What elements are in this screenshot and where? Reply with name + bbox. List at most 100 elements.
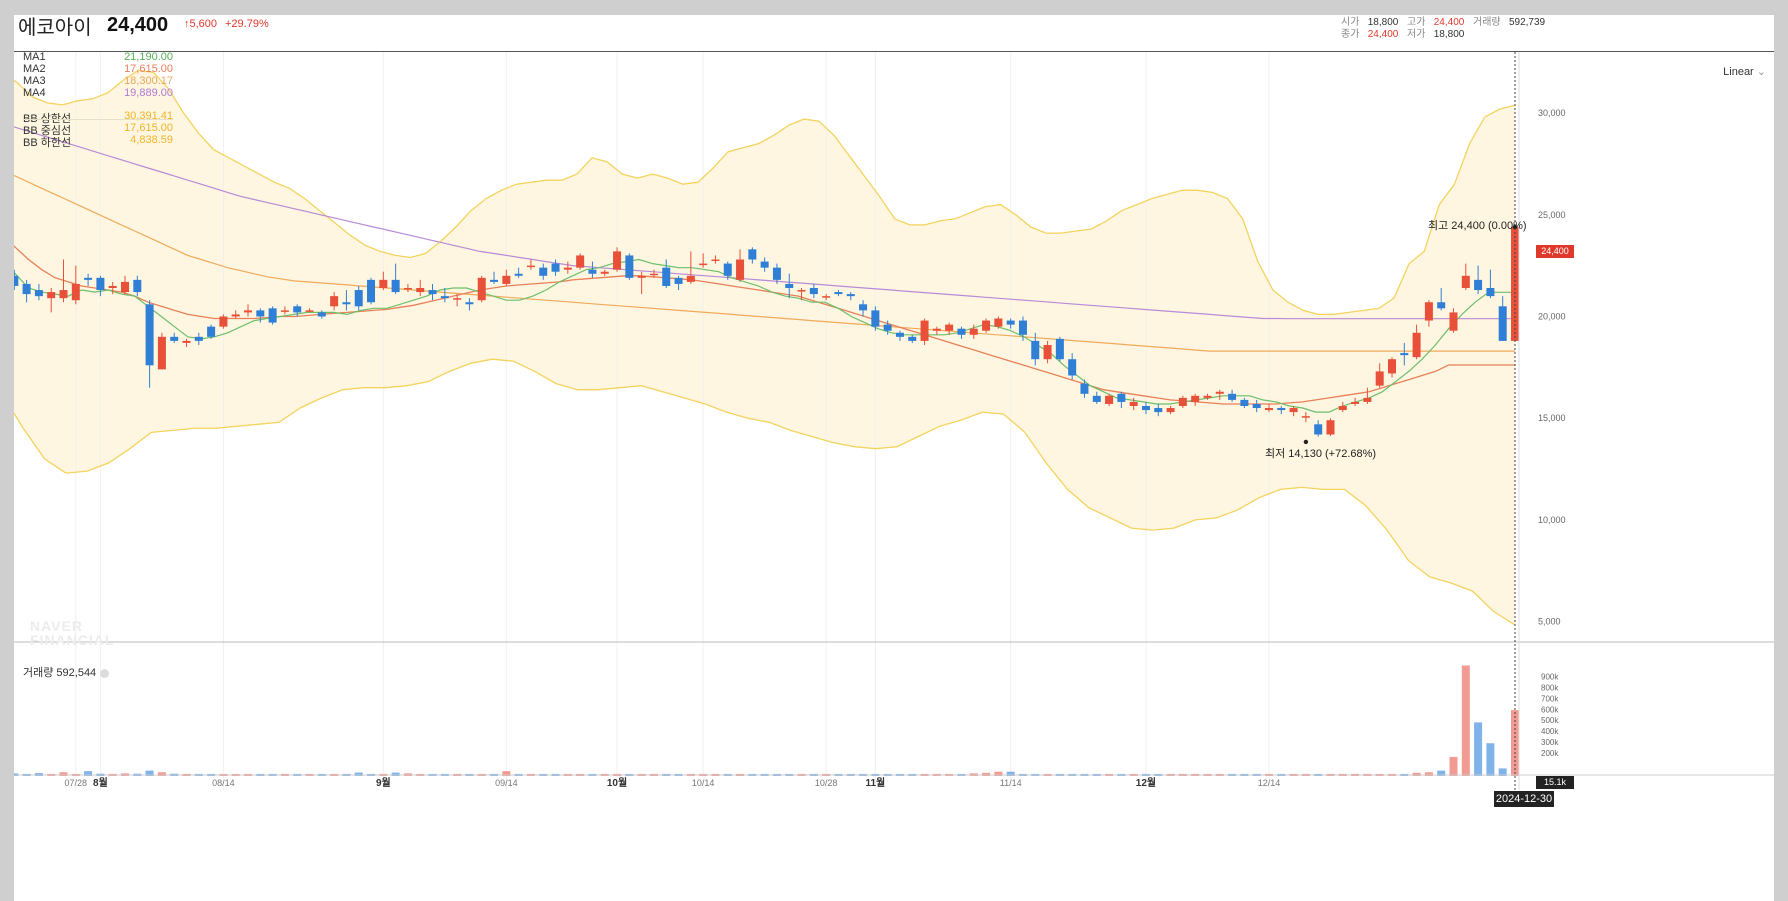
candle-body xyxy=(1154,408,1163,413)
candle-body xyxy=(305,310,314,312)
volume-bar xyxy=(1424,772,1433,776)
candle-body xyxy=(1486,288,1495,297)
x-tick-label: 8월 xyxy=(93,777,108,789)
volume-bar xyxy=(354,772,363,776)
volume-title: 거래량 592,544 xyxy=(23,664,110,680)
watermark-line-1: NAVER xyxy=(30,618,83,634)
legend-label: MA2 xyxy=(23,63,46,75)
candle-body xyxy=(22,283,31,295)
candle-body xyxy=(1264,408,1273,411)
candle-body xyxy=(219,316,228,327)
candle-body xyxy=(1055,338,1064,360)
candle-body xyxy=(1412,332,1421,358)
candle-body xyxy=(723,263,732,276)
candle-body xyxy=(563,267,572,270)
legend-label: MA1 xyxy=(23,51,46,63)
candle-body xyxy=(1474,279,1483,291)
scale-mode-button[interactable]: Linear ⌄ xyxy=(1723,65,1766,78)
ohlc-close-label: 종가 xyxy=(1341,29,1360,40)
legend-row: MA3 18,300.17 xyxy=(23,75,173,89)
candle-body xyxy=(846,294,855,297)
candle-body xyxy=(96,277,105,291)
volume-tick-label: 900k xyxy=(1541,672,1559,681)
legend-value: 4,838.59 xyxy=(130,134,173,146)
candle-body xyxy=(748,249,757,260)
candle-body xyxy=(330,296,339,307)
low-marker xyxy=(1303,439,1309,445)
candle-body xyxy=(170,336,179,341)
candle-body xyxy=(71,283,80,301)
candle-body xyxy=(1511,226,1519,341)
volume-bar xyxy=(982,772,991,776)
candle-body xyxy=(47,292,56,299)
legend-row: BB 중심선 17,615.00 xyxy=(23,122,173,137)
candle-body xyxy=(576,255,585,268)
ma1-line xyxy=(14,258,1515,413)
candle-body xyxy=(785,283,794,288)
candle-body xyxy=(121,281,130,293)
y-tick-label: 10,000 xyxy=(1538,515,1566,525)
candle-body xyxy=(1043,344,1052,360)
ohlc-open-value: 18,800 xyxy=(1367,17,1399,28)
bollinger-band-area xyxy=(14,70,1515,625)
candle-body xyxy=(207,326,216,337)
candle-body xyxy=(1129,401,1138,406)
candle-body xyxy=(1178,397,1187,406)
candle-body xyxy=(772,267,781,280)
y-tick-label: 5,000 xyxy=(1538,617,1561,627)
volume-bar xyxy=(145,770,154,776)
ohlc-close: 종가 24,400 xyxy=(1341,25,1398,40)
ma3-line xyxy=(14,174,1515,352)
candle-body xyxy=(1105,395,1114,404)
legend-label: BB 중심선 xyxy=(23,125,72,137)
volume-bar xyxy=(1511,710,1519,776)
volume-bar xyxy=(1461,665,1470,776)
x-tick-label: 10/14 xyxy=(692,778,715,788)
legend-value: 17,615.00 xyxy=(124,63,173,75)
volume-bar xyxy=(1006,771,1015,776)
candle-body xyxy=(920,320,929,341)
high-marker xyxy=(1512,224,1518,230)
y-tick-label: 15,000 xyxy=(1538,413,1566,423)
candle-body xyxy=(1289,408,1298,413)
candle-body xyxy=(1092,395,1101,402)
candle-body xyxy=(59,290,68,299)
arrow-up-icon: ↑ xyxy=(184,18,190,30)
candle-body xyxy=(994,318,1003,327)
candle-body xyxy=(674,277,683,284)
candle-body xyxy=(686,275,695,282)
candle-body xyxy=(465,302,474,305)
candle-body xyxy=(797,290,806,292)
candle-body xyxy=(428,290,437,295)
volume-bar xyxy=(1498,768,1507,776)
candle-body xyxy=(1117,393,1126,402)
ohlc-open-label: 시가 xyxy=(1341,17,1360,28)
candle-body xyxy=(34,290,43,297)
ohlc-low: 저가 18,800 xyxy=(1407,25,1464,40)
scale-mode-label: Linear xyxy=(1723,66,1754,78)
y-tick-label: 30,000 xyxy=(1538,108,1566,118)
volume-tick-label: 200k xyxy=(1541,749,1559,758)
candle-body xyxy=(526,265,535,268)
candle-body xyxy=(1166,408,1175,413)
ohlc-volume-value: 592,739 xyxy=(1508,17,1546,28)
candle-body xyxy=(551,263,560,272)
legend-value: 17,615.00 xyxy=(124,122,173,134)
x-tick-label: 12/14 xyxy=(1258,778,1281,788)
legend-value: 18,300.17 xyxy=(124,75,173,87)
legend-value: 30,391.41 xyxy=(124,110,173,122)
ma4-line xyxy=(14,126,1515,320)
ohlc-low-value: 18,800 xyxy=(1433,29,1465,40)
candle-body xyxy=(133,279,142,293)
candle-body xyxy=(108,285,117,288)
candle-body xyxy=(699,263,708,266)
settings-icon[interactable] xyxy=(100,668,110,678)
volume-bar xyxy=(1449,756,1458,776)
candle-body xyxy=(982,320,991,331)
price-chart[interactable]: 5,000 10,000 15,000 20,000 25,000 30,000 200k 3… xyxy=(14,15,1774,901)
candle-body xyxy=(834,292,843,295)
candle-body xyxy=(1240,399,1249,406)
candle-body xyxy=(908,336,917,341)
candle-body xyxy=(1006,320,1015,325)
candle-body xyxy=(588,269,597,274)
